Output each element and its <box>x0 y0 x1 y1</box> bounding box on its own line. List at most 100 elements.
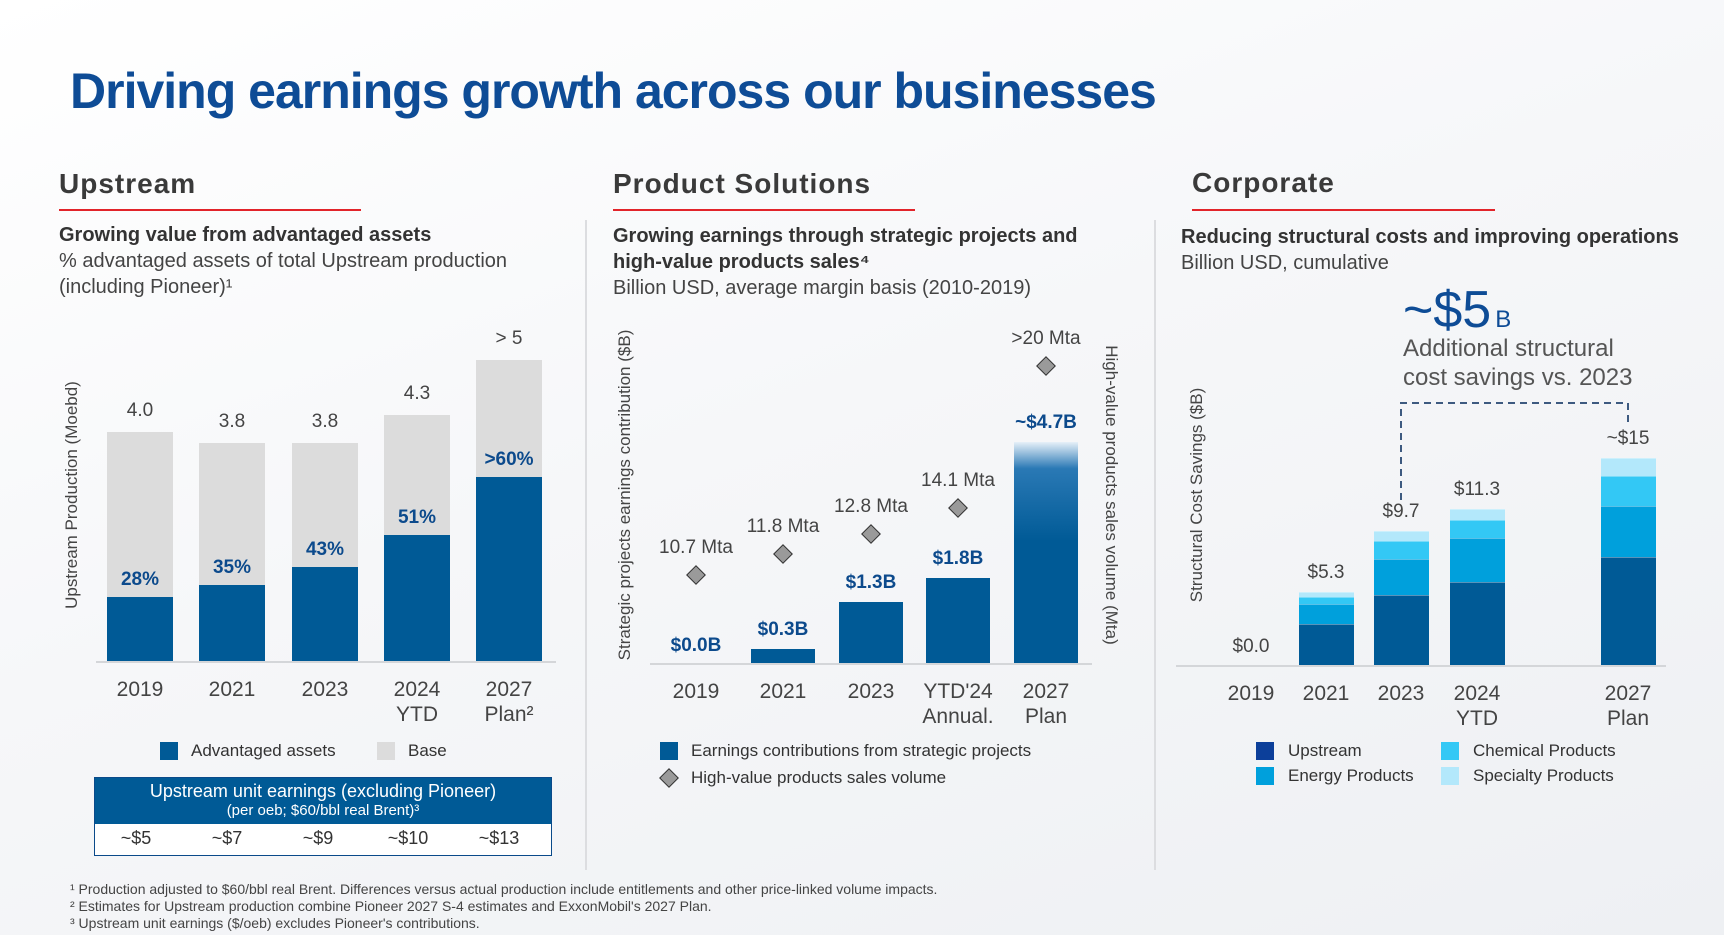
x-tick-label: YTD <box>1456 707 1498 730</box>
legend-swatch <box>1256 767 1274 785</box>
x-tick-label: 2027 <box>485 678 533 701</box>
share-label: >60% <box>484 449 534 471</box>
total-label: $5.3 <box>1307 561 1345 583</box>
x-tick-label: 2019 <box>116 678 164 701</box>
table-subtitle: (per oeb; $60/bbl real Brent)³ <box>226 802 420 819</box>
legend-swatch <box>1441 767 1459 785</box>
x-tick-label: 2024 <box>393 678 441 701</box>
y2-axis-label: High-value products sales volume (Mta) <box>1102 345 1121 645</box>
callout-unit: B <box>1495 306 1512 333</box>
x-tick-label: 2021 <box>1302 682 1350 705</box>
corporate-subtitle: Reducing structural costs and improving … <box>1181 226 1679 248</box>
legend-label: Earnings contributions from strategic pr… <box>691 741 1032 760</box>
volume-label: >20 Mta <box>1011 328 1081 350</box>
x-axis <box>650 663 1092 665</box>
unit-earnings-table: Upstream unit earnings (excluding Pionee… <box>94 777 552 856</box>
total-label: $11.3 <box>1453 479 1501 501</box>
legend-label: Specialty Products <box>1473 766 1614 785</box>
x-tick-label: YTD <box>396 703 438 726</box>
volume-label: 12.8 Mta <box>834 495 908 517</box>
x-tick-label: 2027 <box>1604 682 1652 705</box>
bar-earnings <box>751 648 815 663</box>
bar-advantaged <box>476 477 542 661</box>
share-label: 35% <box>212 556 252 578</box>
page-title: Driving earnings growth across our busin… <box>70 63 1157 119</box>
x-tick-label: 2021 <box>759 680 807 703</box>
y-axis-label: Upstream Production (Moebd) <box>62 381 81 609</box>
divider <box>585 220 587 870</box>
table-cell: ~$5 <box>120 828 152 848</box>
legend-swatch <box>1256 742 1274 760</box>
volume-label: 11.8 Mta <box>746 515 820 537</box>
bar-advantaged <box>292 567 358 661</box>
x-tick-label: Plan² <box>484 703 534 726</box>
upstream-header: Upstream <box>59 168 197 199</box>
legend-swatch-base <box>377 742 395 760</box>
callout-value: ~$5 B <box>1403 280 1511 340</box>
table-cell: ~$13 <box>478 828 520 848</box>
legend-swatch-earnings <box>660 742 678 760</box>
table-header: Upstream unit earnings (excluding Pionee… <box>95 778 551 824</box>
bar-segment-upstream <box>1449 582 1505 665</box>
bar-segment-chemical-products <box>1449 520 1505 539</box>
x-tick-label: 2019 <box>1227 682 1275 705</box>
value-label: ~$4.7B <box>1015 412 1077 434</box>
bar-advantaged <box>384 535 450 661</box>
divider <box>1154 220 1156 870</box>
bar-segment-chemical-products <box>1373 540 1429 559</box>
total-label: 3.8 <box>311 411 339 433</box>
x-tick-label: 2023 <box>301 678 349 701</box>
table-cell: ~$10 <box>387 828 429 848</box>
value-label: $1.8B <box>932 548 984 570</box>
bar-segment-specialty-products <box>1449 509 1505 521</box>
bar-segment-upstream <box>1600 557 1656 665</box>
upstream-subtitle: Growing value from advantaged assets <box>59 224 432 246</box>
y-axis-label: Structural Cost Savings ($B) <box>1187 387 1206 603</box>
bar-segment-specialty-products <box>1373 531 1429 541</box>
bar-base <box>199 443 265 585</box>
legend-label: Energy Products <box>1288 766 1414 785</box>
share-label: 43% <box>305 539 345 561</box>
table-cell: ~$7 <box>211 828 243 848</box>
legend-label: Chemical Products <box>1473 741 1616 760</box>
x-tick-label: 2023 <box>1377 682 1425 705</box>
upstream-description: (including Pioneer)¹ <box>59 276 233 298</box>
bar-segment-chemical-products <box>1600 475 1656 507</box>
bar-segment-energy-products <box>1600 506 1656 558</box>
bar-segment-chemical-products <box>1298 597 1354 605</box>
upstream-underline <box>59 209 361 211</box>
bar-base <box>476 360 542 478</box>
bar-earnings <box>926 578 990 663</box>
x-tick-label: YTD'24 <box>923 680 993 703</box>
total-label: ~$15 <box>1606 428 1650 449</box>
x-tick-label: 2024 <box>1453 682 1501 705</box>
total-label: 4.3 <box>403 382 431 404</box>
legend-label: Advantaged assets <box>191 741 336 760</box>
bar-segment-upstream <box>1298 623 1354 665</box>
ps-subtitle: Growing earnings through strategic proje… <box>613 225 1078 247</box>
total-label: 3.8 <box>218 411 246 433</box>
x-tick-label: Plan <box>1024 705 1068 728</box>
callout-text: Additional structural <box>1403 335 1614 362</box>
corporate-underline <box>1192 209 1495 211</box>
bar-base <box>384 414 450 536</box>
corporate-description: Billion USD, cumulative <box>1181 252 1389 274</box>
table-cell: ~$9 <box>302 828 334 848</box>
legend-label: Upstream <box>1288 741 1362 760</box>
y-axis-label: Strategic projects earnings contribution… <box>615 329 634 661</box>
share-label: 51% <box>397 507 437 529</box>
bar-base <box>107 431 173 597</box>
ps-description: Billion USD, average margin basis (2010-… <box>613 277 1031 299</box>
legend-swatch-advantaged <box>160 742 178 760</box>
corporate-header: Corporate <box>1192 167 1335 198</box>
x-tick-label: 2021 <box>208 678 256 701</box>
total-label: 4.0 <box>126 399 154 421</box>
bar-segment-energy-products <box>1449 538 1505 583</box>
x-tick-label: 2023 <box>847 680 895 703</box>
bar-segment-energy-products <box>1373 558 1429 595</box>
bar-earnings <box>839 601 903 663</box>
ps-subtitle: high-value products sales⁴ <box>613 251 870 273</box>
bar-segment-upstream <box>1373 594 1429 665</box>
bar-advantaged <box>199 584 265 661</box>
